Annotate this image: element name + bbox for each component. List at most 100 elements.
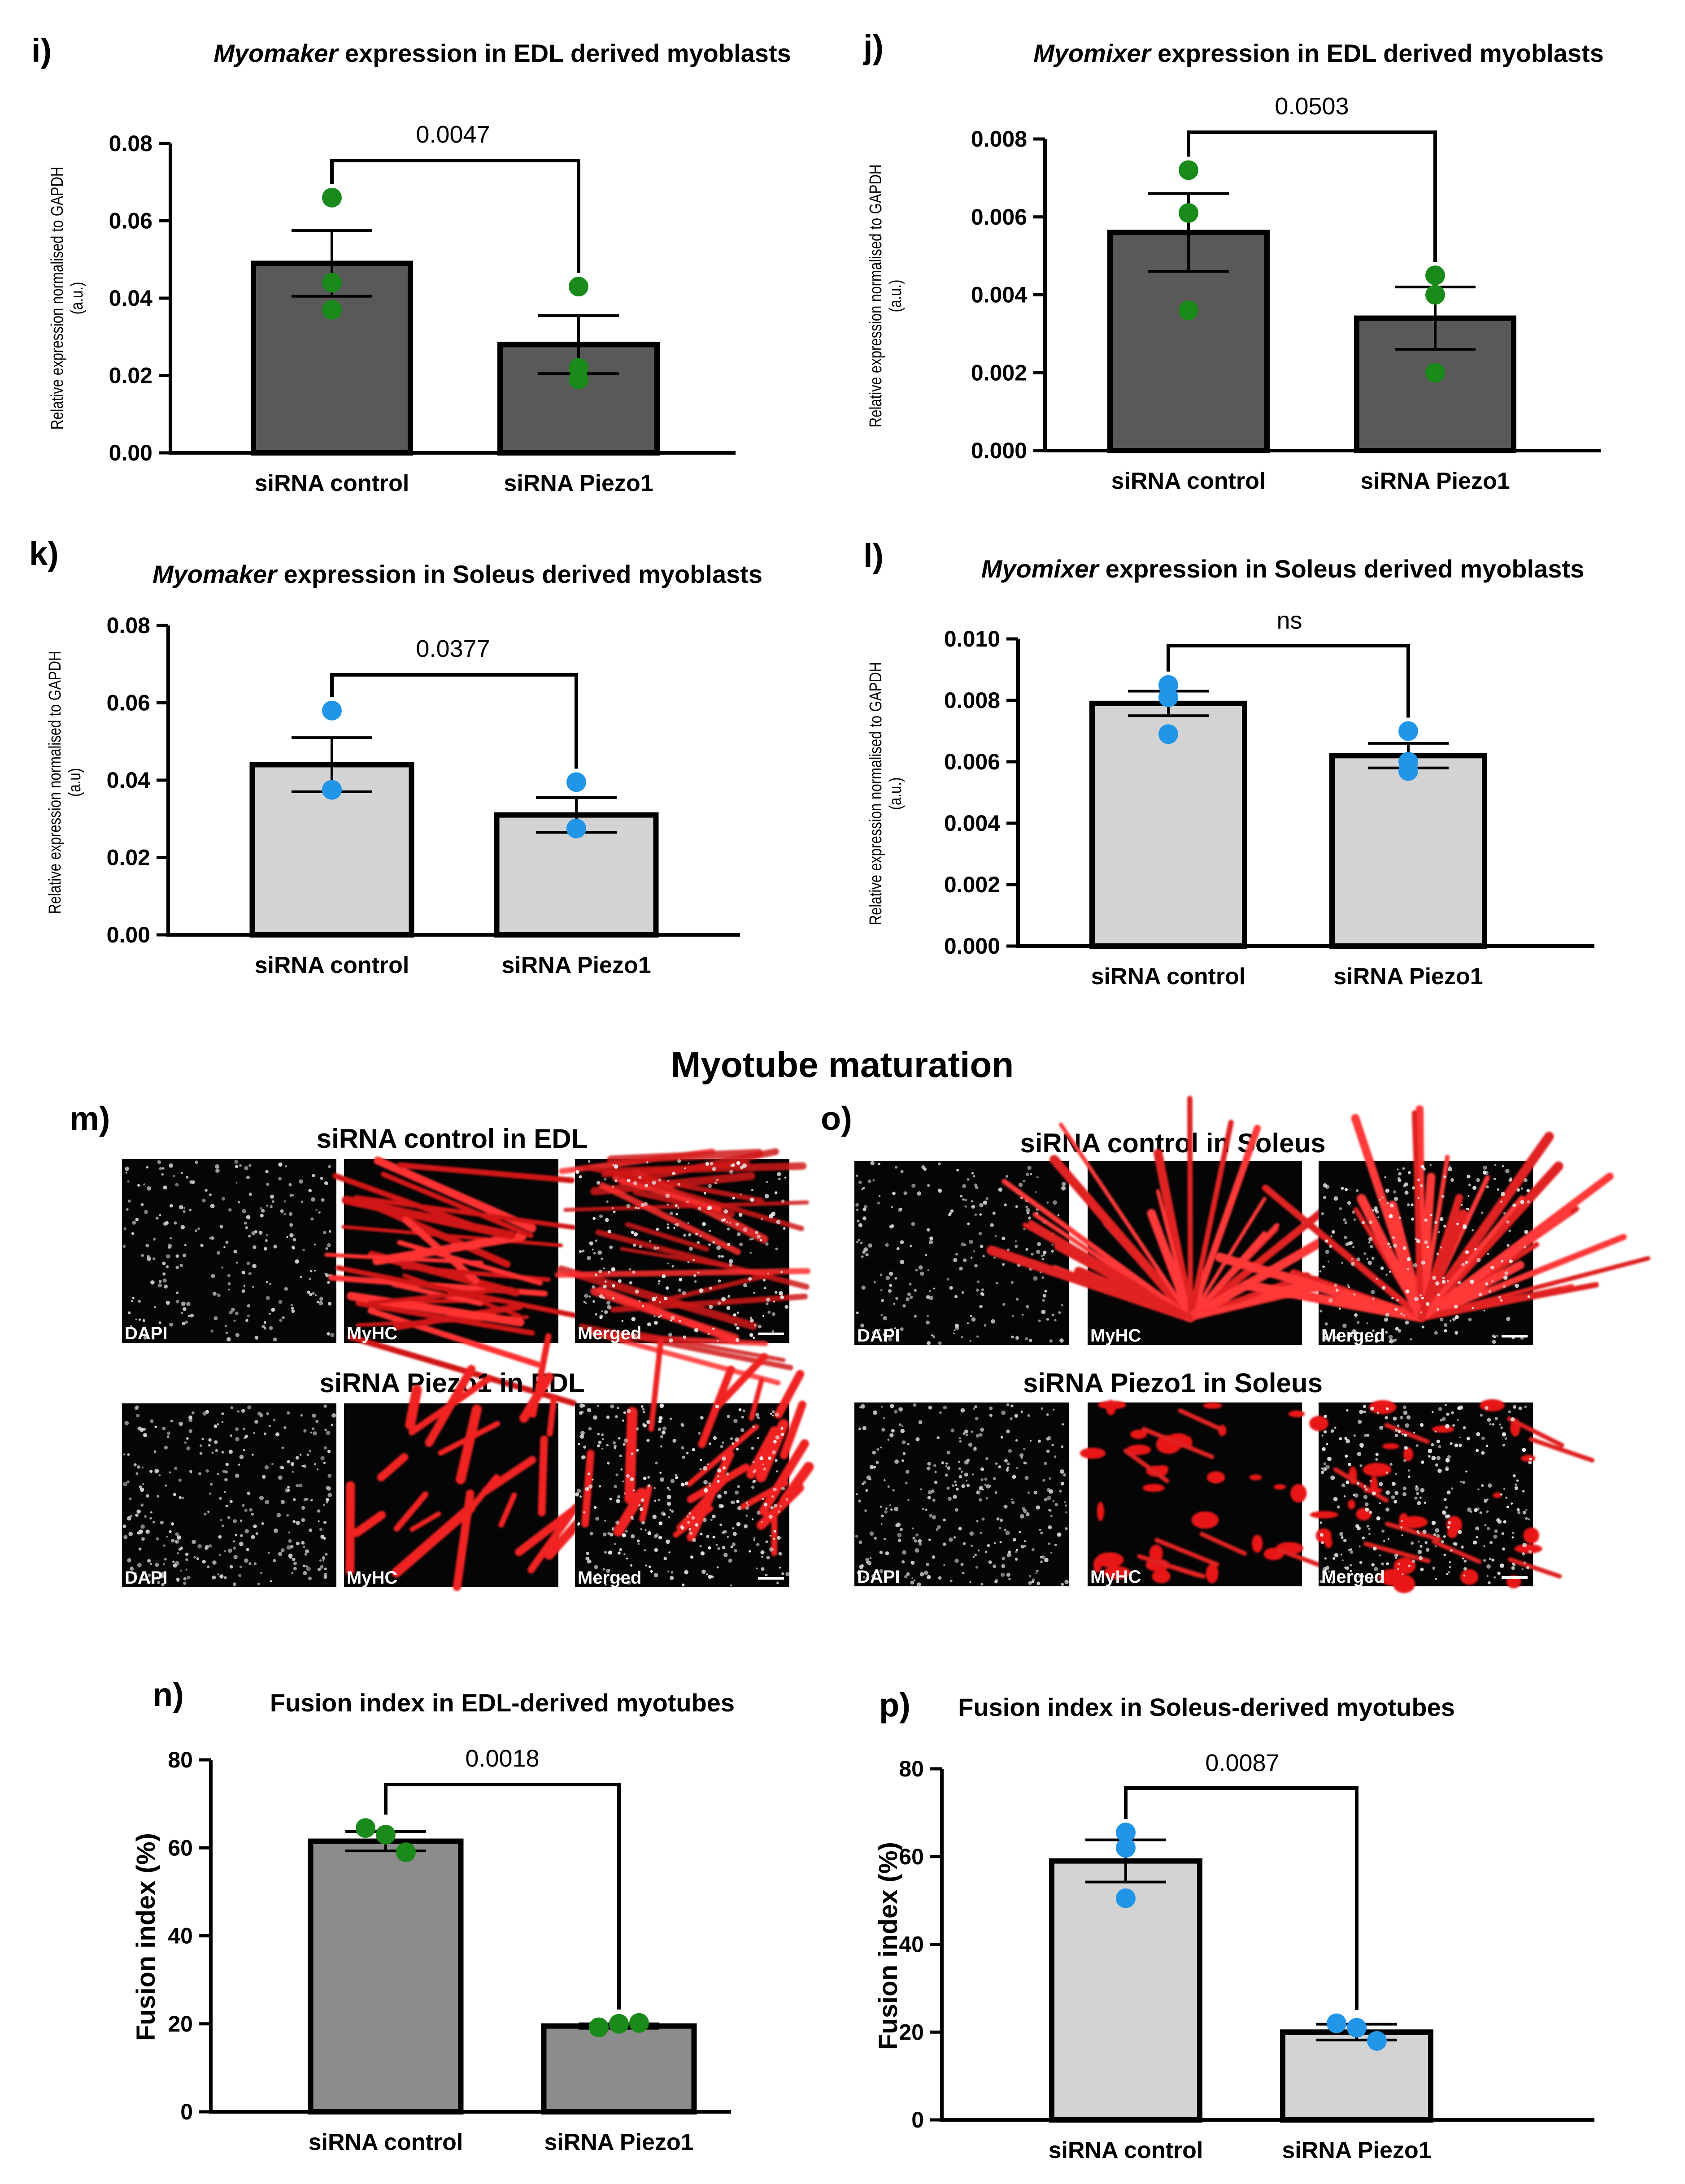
- nucleus: [1046, 1488, 1051, 1492]
- nucleus: [1447, 1526, 1450, 1529]
- nucleus: [1459, 1443, 1462, 1447]
- nucleus: [193, 1556, 196, 1559]
- nucleus: [1350, 1262, 1355, 1266]
- y-tick-label: 0.008: [944, 688, 1000, 713]
- micrograph-content: [575, 1338, 814, 1587]
- nucleus: [142, 1319, 145, 1322]
- myotube-fragment: [1520, 1455, 1536, 1462]
- nucleus: [128, 1532, 133, 1536]
- nucleus: [581, 1455, 585, 1460]
- nucleus: [980, 1467, 984, 1471]
- nucleus: [233, 1519, 237, 1523]
- nucleus: [284, 1200, 287, 1203]
- nucleus: [712, 1327, 715, 1330]
- nucleus: [142, 1574, 144, 1576]
- y-tick-label: 20: [899, 2019, 924, 2045]
- nucleus: [655, 1461, 658, 1465]
- nucleus: [1476, 1507, 1480, 1511]
- nucleus: [655, 1296, 657, 1298]
- nucleus: [730, 1164, 733, 1167]
- nucleus: [727, 1415, 730, 1418]
- nucleus: [875, 1461, 879, 1464]
- nucleus: [1001, 1237, 1006, 1241]
- panel-letter: p): [879, 1686, 910, 1724]
- nucleus: [1472, 1185, 1476, 1190]
- myotube: [367, 1307, 542, 1368]
- nucleus: [980, 1583, 984, 1585]
- nucleus: [257, 1411, 261, 1415]
- nucleus: [654, 1548, 658, 1552]
- panel-letter: j): [862, 28, 884, 65]
- nucleus: [865, 1576, 869, 1580]
- nucleus: [857, 1571, 861, 1575]
- nucleus: [273, 1419, 276, 1422]
- nucleus: [722, 1546, 726, 1550]
- nucleus: [607, 1462, 610, 1465]
- nucleus: [1029, 1173, 1032, 1176]
- nucleus: [612, 1297, 615, 1300]
- nucleus: [683, 1335, 687, 1339]
- nucleus: [1518, 1406, 1522, 1411]
- nucleus: [1400, 1526, 1403, 1529]
- nucleus: [161, 1572, 165, 1575]
- nucleus: [1395, 1338, 1397, 1341]
- nucleus: [248, 1562, 252, 1565]
- nucleus: [1444, 1329, 1447, 1333]
- nucleus: [778, 1552, 782, 1556]
- nucleus: [717, 1547, 720, 1550]
- nucleus: [1411, 1217, 1415, 1221]
- nucleus: [248, 1272, 252, 1276]
- nucleus: [713, 1436, 717, 1440]
- nucleus: [324, 1429, 327, 1431]
- nucleus: [127, 1558, 131, 1563]
- nucleus: [767, 1311, 771, 1314]
- x-category-label: siRNA Piezo1: [1360, 468, 1510, 494]
- nucleus: [901, 1560, 905, 1564]
- nucleus: [1391, 1495, 1395, 1499]
- nucleus: [1002, 1303, 1006, 1306]
- nucleus: [122, 1524, 126, 1528]
- nucleus: [310, 1431, 313, 1434]
- micrograph-channel-label: Merged: [578, 1324, 641, 1343]
- myotube: [557, 1265, 758, 1330]
- bar: [1280, 2029, 1433, 2123]
- nucleus: [766, 1302, 769, 1306]
- nucleus: [627, 1580, 631, 1585]
- nucleus: [974, 1264, 978, 1268]
- nucleus: [1450, 1549, 1453, 1552]
- nucleus: [611, 1207, 614, 1209]
- myotube: [324, 1253, 484, 1265]
- nucleus: [227, 1274, 231, 1277]
- nucleus: [773, 1487, 777, 1492]
- nucleus: [235, 1427, 239, 1431]
- nucleus: [299, 1484, 303, 1488]
- nucleus: [1030, 1440, 1032, 1442]
- nucleus: [927, 1575, 931, 1580]
- nucleus: [1354, 1493, 1358, 1498]
- nucleus: [1359, 1410, 1363, 1414]
- nucleus: [326, 1501, 328, 1504]
- myotube: [1507, 1557, 1562, 1579]
- nucleus: [1383, 1540, 1385, 1542]
- myotube-fragment: [1480, 1399, 1505, 1412]
- nucleus: [1006, 1469, 1009, 1472]
- nucleus: [305, 1549, 309, 1554]
- nucleus: [641, 1521, 645, 1525]
- nucleus: [279, 1465, 283, 1469]
- nucleus: [894, 1327, 897, 1329]
- y-tick-label: 0.002: [971, 360, 1027, 385]
- nucleus: [1347, 1285, 1350, 1289]
- nucleus: [1419, 1184, 1423, 1187]
- myotube: [607, 1149, 763, 1164]
- nucleus: [293, 1561, 297, 1565]
- nucleus: [727, 1536, 729, 1538]
- nucleus: [717, 1480, 720, 1483]
- nucleus: [1372, 1209, 1374, 1211]
- nucleus: [283, 1426, 287, 1429]
- y-tick-label: 0.008: [971, 126, 1027, 152]
- nucleus: [584, 1302, 587, 1304]
- nucleus: [210, 1329, 213, 1333]
- micrograph-background: [344, 1403, 558, 1587]
- nucleus: [885, 1551, 889, 1555]
- nucleus: [783, 1227, 786, 1230]
